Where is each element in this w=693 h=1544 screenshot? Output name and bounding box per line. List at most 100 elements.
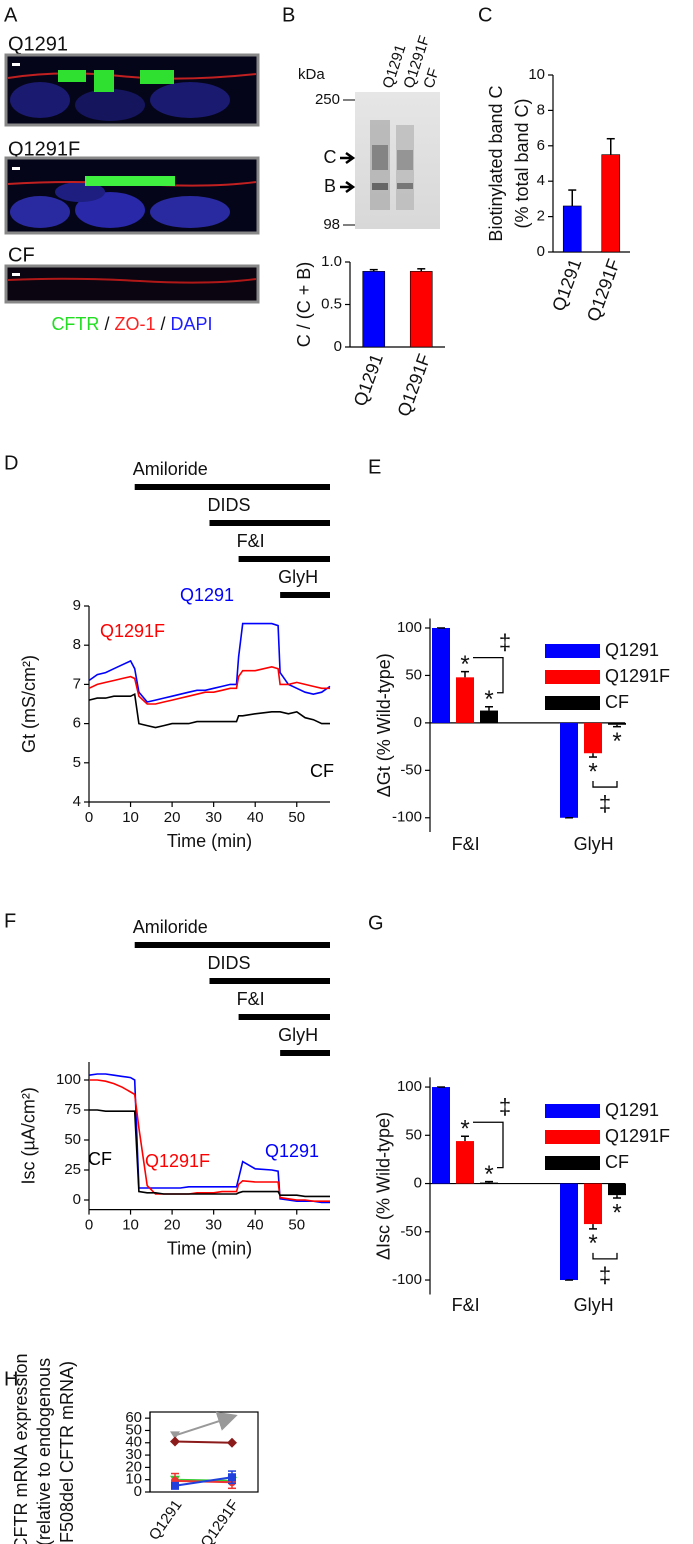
x-tick-label: 0 [85, 1217, 93, 1234]
y-tick-label: 25 [64, 1161, 81, 1178]
y-tick-label: 8 [537, 101, 545, 118]
significance: * [484, 1161, 493, 1188]
bracket-label: ‡ [599, 791, 611, 816]
panel-label: B [282, 4, 295, 26]
micrograph [4, 53, 260, 127]
series-line [88, 1073, 330, 1204]
panel-label: F [4, 910, 16, 932]
x-tick-label: GlyH [574, 834, 614, 854]
bar [362, 271, 386, 348]
y-tick-label: -50 [400, 1223, 422, 1240]
significance: * [612, 728, 621, 755]
bar [480, 710, 498, 723]
bar [608, 722, 626, 725]
x-tick-label: Q1291F [393, 351, 434, 419]
stain-legend: CFTR / ZO-1 / DAPI [51, 314, 212, 334]
x-tick-label: Q1291 [350, 351, 387, 409]
legend-label: Q1291 [605, 640, 659, 660]
y-axis-label: ΔGt (% Wild-type) [374, 653, 394, 797]
significance: * [588, 1230, 597, 1257]
series-line [174, 1476, 233, 1487]
x-axis-label: Time (min) [167, 831, 252, 851]
bar [608, 1183, 626, 1196]
x-tick-label: 30 [205, 1217, 222, 1234]
marker [170, 1431, 180, 1440]
panel-label: G [368, 912, 384, 934]
bracket [473, 1121, 504, 1169]
series-label: Q1291F [100, 621, 165, 641]
bar [584, 1183, 602, 1225]
legend-swatch [545, 696, 600, 710]
marker-label: 250 [315, 91, 340, 108]
bar [456, 677, 474, 723]
y-tick-label: 0 [134, 1483, 142, 1500]
y-tick-label: 50 [125, 1421, 142, 1438]
significance: * [612, 1199, 621, 1226]
series-label: Q1291 [180, 585, 234, 605]
bar [560, 722, 578, 818]
x-axis-label: Time (min) [167, 1238, 252, 1258]
significance: * [484, 686, 493, 713]
x-tick-label: Q1291F [198, 1497, 243, 1544]
x-tick-label: 10 [122, 1217, 139, 1234]
y-tick-label: 20 [125, 1458, 142, 1475]
treatment-label: Amiloride [133, 917, 208, 937]
x-tick-label: Q1291 [146, 1497, 186, 1544]
series-label: CF [310, 761, 334, 781]
panel-label: E [368, 456, 381, 478]
y-tick-label: 0 [414, 714, 422, 731]
bracket [592, 781, 618, 788]
y-tick-label: 0 [334, 338, 342, 355]
bar [432, 627, 450, 723]
x-tick-label: 40 [247, 1217, 264, 1234]
marker-label: 98 [323, 216, 340, 233]
panel-label: C [478, 4, 492, 26]
significance: * [588, 758, 597, 785]
y-tick-label: 75 [64, 1101, 81, 1118]
treatment-label: F&I [237, 989, 265, 1009]
y-axis-label: Gt (mS/cm²) [19, 655, 39, 753]
micrograph-label: Q1291F [8, 138, 80, 160]
band-label: C [324, 147, 337, 167]
treatment-label: Amiloride [133, 459, 208, 479]
y-tick-label: 100 [397, 619, 422, 636]
bracket [473, 656, 504, 694]
series-line [88, 622, 331, 703]
bar [584, 722, 602, 754]
y-axis-label: (relative to endogenous [34, 1358, 54, 1544]
y-tick-label: 0 [73, 1191, 81, 1208]
marker [228, 1473, 236, 1482]
y-tick-label: 6 [73, 715, 81, 732]
y-tick-label: -100 [392, 1271, 422, 1288]
y-tick-label: 4 [537, 172, 545, 189]
x-tick-label: 20 [164, 1217, 181, 1234]
y-tick-label: 0 [537, 243, 545, 260]
blot-unit: kDa [298, 66, 325, 83]
treatment-label: GlyH [278, 1025, 318, 1045]
plot-frame [149, 1411, 259, 1493]
y-axis-label: CFTR mRNA expression [11, 1353, 31, 1544]
x-tick-label: 40 [247, 809, 264, 826]
y-tick-label: -100 [392, 809, 422, 826]
y-tick-label: 0.5 [321, 295, 342, 312]
x-tick-label: GlyH [574, 1295, 614, 1315]
legend-label: Q1291 [605, 1100, 659, 1120]
legend-label: Q1291F [605, 1126, 670, 1146]
legend-swatch [545, 1130, 600, 1144]
series-line [174, 1478, 233, 1482]
y-axis-label: ΔIsc (% Wild-type) [374, 1112, 394, 1260]
marker [227, 1437, 237, 1448]
y-tick-label: 50 [405, 666, 422, 683]
band-label: B [324, 176, 336, 196]
bracket [592, 1252, 618, 1260]
y-tick-label: -50 [400, 761, 422, 778]
treatment-label: GlyH [278, 567, 318, 587]
stain: CFTR [51, 314, 99, 334]
x-tick-label: 50 [288, 809, 305, 826]
legend-swatch [545, 644, 600, 658]
y-tick-label: 100 [397, 1078, 422, 1095]
marker [170, 1436, 180, 1447]
y-tick-label: 40 [125, 1434, 142, 1451]
series-line [89, 1109, 330, 1198]
